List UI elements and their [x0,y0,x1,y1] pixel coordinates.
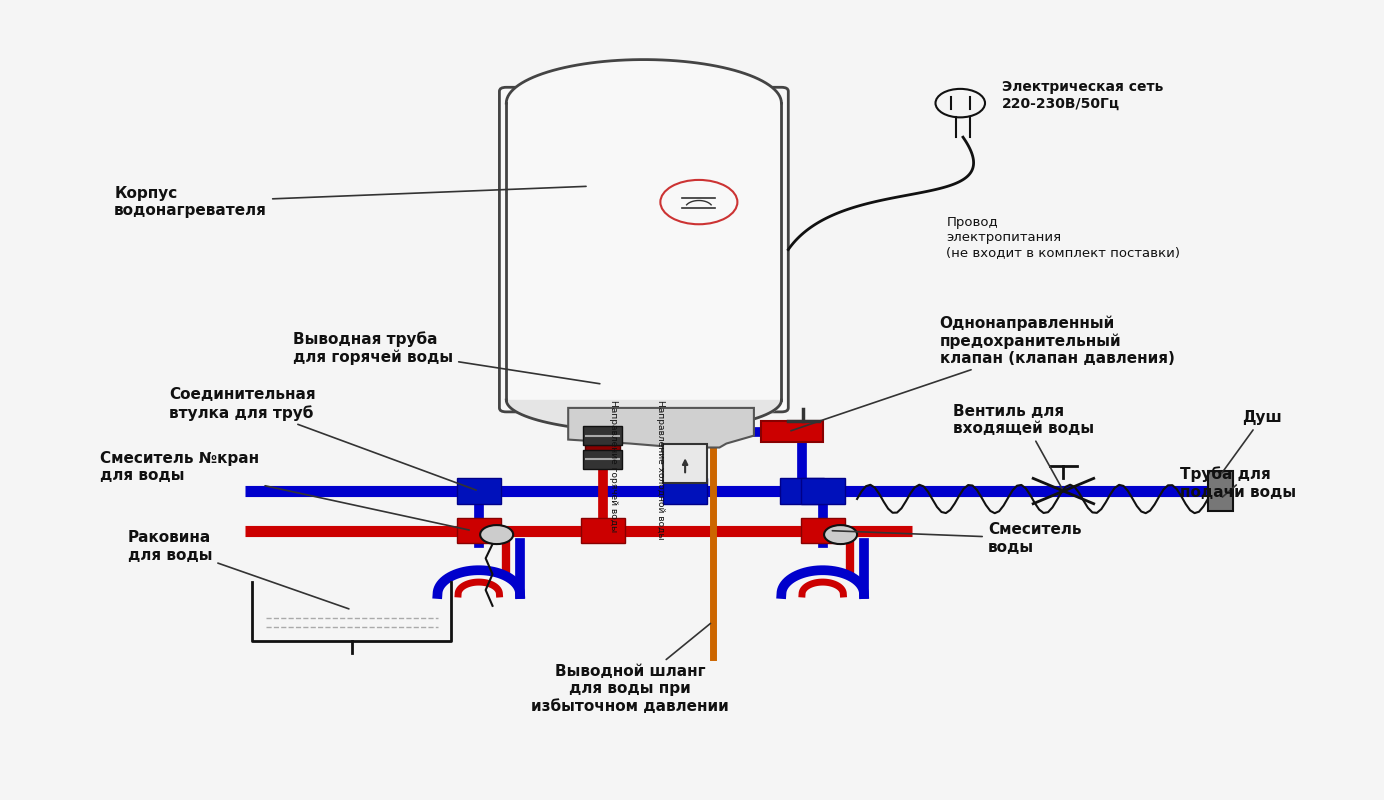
FancyBboxPatch shape [500,87,789,412]
Bar [1208,471,1233,511]
Bar [667,445,703,467]
Bar [584,445,620,467]
Circle shape [660,180,738,224]
Text: Соединительная
втулка для труб: Соединительная втулка для труб [169,387,476,490]
Text: Однонаправленный
предохранительный
клапан (клапан давления): Однонаправленный предохранительный клапа… [790,315,1175,430]
Text: Выводная труба
для горячей воды: Выводная труба для горячей воды [293,332,599,384]
Bar [801,518,844,543]
Bar [761,422,822,442]
Bar [781,478,823,504]
Polygon shape [569,408,754,447]
Text: Труба для
подачи воды: Труба для подачи воды [1181,466,1297,500]
Bar [457,478,501,504]
Text: Электрическая сеть
220-230В/50Гц: Электрическая сеть 220-230В/50Гц [1002,80,1163,110]
Text: Смеситель №кран
для воды: Смеситель №кран для воды [101,451,469,530]
Bar [801,478,844,504]
Text: Корпус
водонагревателя: Корпус водонагревателя [115,186,585,218]
Bar [457,518,501,543]
Bar [580,518,624,543]
Text: Направление холодной воды: Направление холодной воды [656,400,664,539]
Circle shape [823,525,857,544]
Bar [583,450,621,469]
Circle shape [480,525,513,544]
Bar [583,426,621,445]
Text: Душ: Душ [1222,410,1282,473]
Text: Раковина
для воды: Раковина для воды [127,530,349,609]
Bar [663,478,707,504]
Bar [663,443,707,483]
Circle shape [936,89,985,118]
Text: Выводной шланг
для воды при
избыточном давлении: Выводной шланг для воды при избыточном д… [531,623,729,714]
Text: Провод
электропитания
(не входит в комплект поставки): Провод электропитания (не входит в компл… [947,216,1181,259]
Text: Вентиль для
входящей воды: Вентиль для входящей воды [954,403,1095,489]
Text: Смеситель
воды: Смеситель воды [832,522,1081,554]
Text: Направление горячей воды: Направление горячей воды [609,400,619,532]
